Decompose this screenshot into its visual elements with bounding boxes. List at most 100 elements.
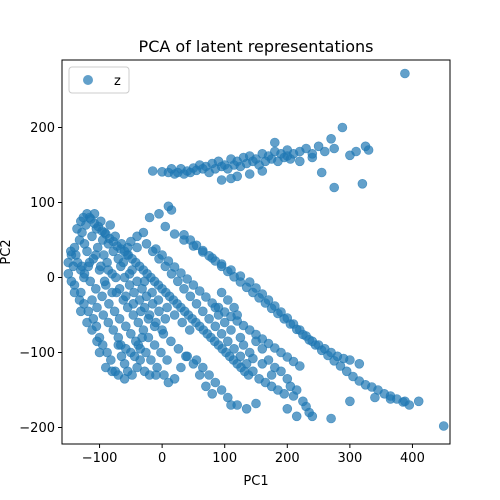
scatter-point bbox=[337, 122, 348, 133]
scatter-point bbox=[257, 343, 268, 354]
scatter-point bbox=[179, 283, 189, 294]
scatter-point bbox=[269, 137, 280, 148]
scatter-point bbox=[154, 306, 164, 317]
scatter-point bbox=[74, 295, 85, 305]
scatter-point bbox=[400, 68, 410, 79]
scatter-point bbox=[194, 370, 205, 380]
x-tick-label: 400 bbox=[400, 451, 425, 466]
scatter-point bbox=[204, 313, 214, 324]
scatter-point bbox=[141, 239, 152, 249]
scatter-point bbox=[63, 268, 74, 279]
scatter-point bbox=[316, 167, 327, 178]
scatter-point bbox=[244, 277, 255, 287]
scatter-point bbox=[154, 209, 164, 219]
scatter-point bbox=[216, 287, 227, 298]
scatter-point bbox=[276, 307, 286, 317]
scatter-point bbox=[248, 353, 258, 364]
scatter-point bbox=[319, 146, 330, 157]
scatter-point bbox=[229, 343, 239, 354]
scatter-point bbox=[326, 413, 336, 424]
scatter-point bbox=[294, 156, 305, 167]
scatter-point bbox=[313, 141, 324, 152]
scatter-point bbox=[160, 221, 171, 232]
scatter-point bbox=[128, 310, 139, 320]
scatter-point bbox=[147, 287, 157, 298]
scatter-point bbox=[282, 313, 293, 323]
scatter-point bbox=[122, 242, 133, 253]
scatter-point bbox=[160, 313, 171, 324]
x-axis-label: PC1 bbox=[243, 474, 268, 489]
scatter-point bbox=[128, 298, 139, 309]
scatter-point bbox=[127, 370, 137, 380]
scatter-point bbox=[63, 257, 74, 268]
scatter-point bbox=[129, 351, 140, 362]
scatter-point bbox=[143, 313, 154, 324]
x-tick-label: −100 bbox=[82, 451, 118, 466]
scatter-point bbox=[188, 241, 199, 251]
scatter-point bbox=[104, 298, 114, 309]
scatter-point bbox=[92, 336, 102, 347]
legend: z bbox=[68, 66, 130, 94]
scatter-point bbox=[169, 310, 180, 320]
scatter-point bbox=[251, 398, 261, 409]
y-tick-label: 0 bbox=[47, 271, 55, 286]
scatter-point bbox=[77, 261, 87, 272]
scatter-point bbox=[92, 302, 102, 313]
scatter-point bbox=[238, 340, 249, 350]
scatter-point bbox=[198, 247, 208, 257]
scatter-point bbox=[276, 366, 286, 377]
scatter-point bbox=[257, 358, 268, 369]
x-tick-label: 0 bbox=[158, 451, 166, 466]
scatter-point bbox=[179, 235, 189, 245]
scatter-point bbox=[354, 358, 365, 369]
scatter-point bbox=[162, 355, 172, 365]
scatter-point bbox=[119, 373, 130, 384]
scatter-point bbox=[177, 317, 187, 328]
scatter-point bbox=[156, 347, 166, 358]
scatter-point bbox=[226, 265, 236, 275]
scatter-point bbox=[151, 370, 161, 380]
scatter-point bbox=[232, 310, 242, 320]
scatter-point bbox=[103, 317, 114, 328]
scatter-point bbox=[370, 392, 380, 403]
scatter-point bbox=[94, 347, 105, 358]
scatter-point bbox=[207, 253, 217, 263]
scatter-point bbox=[210, 377, 221, 388]
scatter-point bbox=[235, 351, 246, 362]
scatter-point bbox=[173, 276, 183, 287]
scatter-point bbox=[248, 366, 258, 377]
scatter-point bbox=[194, 286, 205, 296]
scatter-point bbox=[136, 306, 146, 317]
scatter-point bbox=[251, 336, 261, 347]
scatter-point bbox=[232, 400, 242, 410]
scatter-point bbox=[413, 396, 424, 407]
scatter-point bbox=[188, 358, 199, 369]
scatter-point bbox=[91, 250, 101, 260]
scatter-point bbox=[269, 301, 280, 311]
scatter-point bbox=[363, 145, 374, 155]
scatter-point bbox=[84, 257, 95, 268]
scatter-point bbox=[153, 295, 164, 305]
x-axis-ticks: −100 0 100 200 300 400 bbox=[82, 444, 425, 466]
scatter-point bbox=[76, 306, 86, 317]
scatter-point bbox=[121, 321, 131, 332]
scatter-point bbox=[282, 403, 293, 414]
scatter-point bbox=[169, 229, 180, 239]
y-tick-label: 200 bbox=[30, 121, 55, 136]
scatter-point bbox=[301, 331, 311, 341]
scatter-point bbox=[158, 328, 169, 339]
scatter-point bbox=[351, 146, 361, 157]
scatter-point bbox=[176, 268, 186, 278]
scatter-point bbox=[141, 347, 151, 358]
scatter-point bbox=[97, 291, 107, 302]
scatter-point bbox=[201, 292, 211, 302]
scatter-point bbox=[66, 246, 76, 257]
scatter-point bbox=[173, 343, 184, 354]
scatter-point bbox=[241, 403, 252, 414]
scatter-point bbox=[251, 283, 261, 293]
scatter-point bbox=[201, 381, 211, 392]
scatter-point bbox=[82, 246, 92, 257]
scatter-point bbox=[98, 310, 109, 320]
scatter-point bbox=[198, 306, 208, 317]
